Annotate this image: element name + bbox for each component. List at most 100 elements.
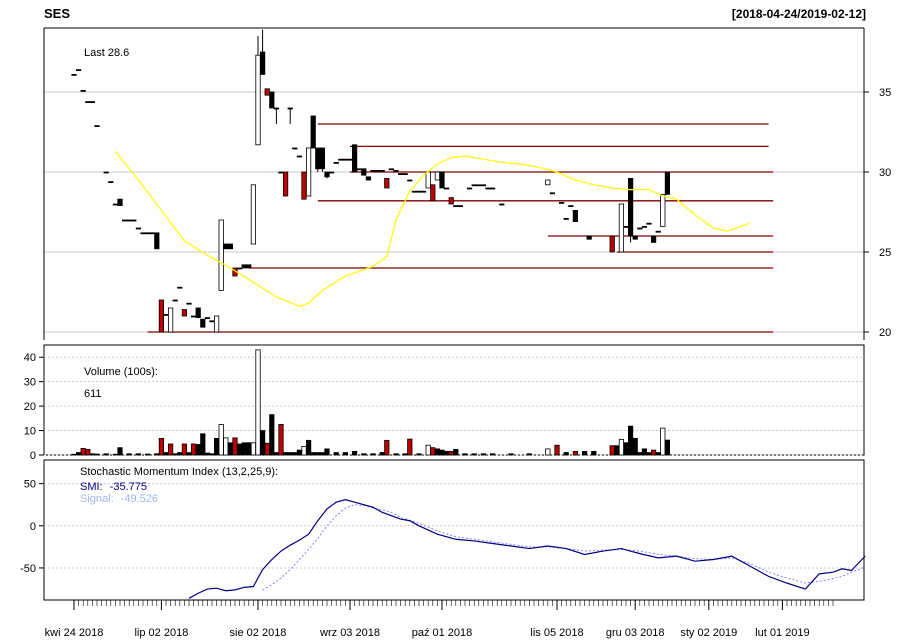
volume-bar xyxy=(255,349,261,456)
candle xyxy=(434,171,441,181)
signal-line xyxy=(262,504,866,591)
volume-frame xyxy=(43,344,865,456)
candle xyxy=(167,307,174,333)
volume-bar xyxy=(443,450,450,456)
volume-bar xyxy=(305,439,312,456)
volume-bar xyxy=(554,444,560,456)
candle xyxy=(637,227,643,230)
volume-y-axis: 0 10 20 30 40 xyxy=(24,352,44,462)
volume-bar xyxy=(508,453,514,456)
last-price-label: Last 28.6 xyxy=(84,47,129,59)
volume-bar xyxy=(103,453,109,456)
volume-bar xyxy=(117,447,123,456)
candle xyxy=(655,230,661,233)
candle xyxy=(200,318,206,328)
candle xyxy=(586,235,592,240)
x-tick-label: gru 03 2018 xyxy=(606,627,665,639)
candle xyxy=(628,177,634,237)
candle xyxy=(402,173,408,176)
candle xyxy=(236,267,243,270)
volume-bar xyxy=(591,450,597,456)
price-tick-label: 20 xyxy=(879,327,891,339)
smi-frame xyxy=(43,459,865,601)
candle xyxy=(641,225,648,228)
candle xyxy=(559,201,565,204)
candle xyxy=(416,190,422,193)
volume-bar xyxy=(241,442,247,456)
volume-bar xyxy=(545,448,551,456)
candle xyxy=(163,313,169,316)
candle xyxy=(370,169,376,172)
candle xyxy=(287,107,293,110)
volume-bar xyxy=(582,450,588,456)
volume-bar xyxy=(112,453,118,456)
price-grid xyxy=(44,91,864,333)
moving-average-line xyxy=(114,150,751,308)
volume-bar xyxy=(439,449,445,456)
price-panel: 20 25 30 35 Last 28.6 xyxy=(43,27,891,340)
x-tick-label: lip 02 2018 xyxy=(134,627,188,639)
candle xyxy=(117,198,123,206)
candle xyxy=(623,225,629,228)
candle xyxy=(476,184,482,187)
candle xyxy=(480,184,487,187)
candle xyxy=(122,219,128,222)
candle xyxy=(356,168,362,171)
candle xyxy=(259,51,266,75)
signal-value-label: Signal: -49.526 xyxy=(80,493,158,505)
volume-bar xyxy=(227,442,233,456)
volume-tick-label: 0 xyxy=(30,450,36,462)
volume-bar xyxy=(177,452,183,456)
candle xyxy=(301,171,307,200)
volume-last-value: 611 xyxy=(84,388,102,400)
candle xyxy=(186,302,192,305)
candle xyxy=(135,227,141,230)
volume-bar xyxy=(76,452,82,456)
volume-bar xyxy=(655,452,661,456)
candle xyxy=(71,74,77,76)
candle xyxy=(379,169,385,172)
candle xyxy=(342,158,349,161)
signal-series-name: Signal: xyxy=(80,493,114,505)
volume-bar xyxy=(181,443,187,456)
volume-bar xyxy=(223,437,229,456)
candle xyxy=(453,205,459,208)
candle xyxy=(393,169,399,172)
volume-bar xyxy=(632,437,638,456)
candle xyxy=(296,155,303,158)
candle xyxy=(365,176,372,181)
volume-bar xyxy=(259,430,266,456)
candle xyxy=(347,158,353,161)
volume-bar xyxy=(269,414,275,456)
candle xyxy=(632,235,638,240)
volume-bar xyxy=(342,452,349,456)
candle xyxy=(397,173,404,176)
volume-bar xyxy=(448,450,454,456)
chart-title: SES xyxy=(44,6,70,21)
volume-bar xyxy=(158,437,164,456)
candle xyxy=(190,315,197,318)
candle xyxy=(549,192,556,195)
candle xyxy=(310,115,316,149)
volume-bar xyxy=(287,452,293,456)
candle xyxy=(112,203,118,206)
candle xyxy=(646,222,652,225)
volume-bar xyxy=(250,442,256,456)
candle xyxy=(255,54,261,146)
candle xyxy=(651,235,657,243)
candle xyxy=(269,91,275,109)
candle xyxy=(425,171,431,189)
candle xyxy=(80,90,86,92)
volume-bar xyxy=(89,453,95,456)
candle xyxy=(131,219,137,222)
candle xyxy=(466,187,473,190)
volume-bar xyxy=(609,445,615,456)
volume-bar xyxy=(315,452,321,456)
candle xyxy=(264,88,270,96)
volume-bar xyxy=(416,453,422,456)
candle xyxy=(333,161,339,164)
candle xyxy=(384,177,390,189)
candle xyxy=(420,190,427,193)
candle xyxy=(457,205,464,208)
